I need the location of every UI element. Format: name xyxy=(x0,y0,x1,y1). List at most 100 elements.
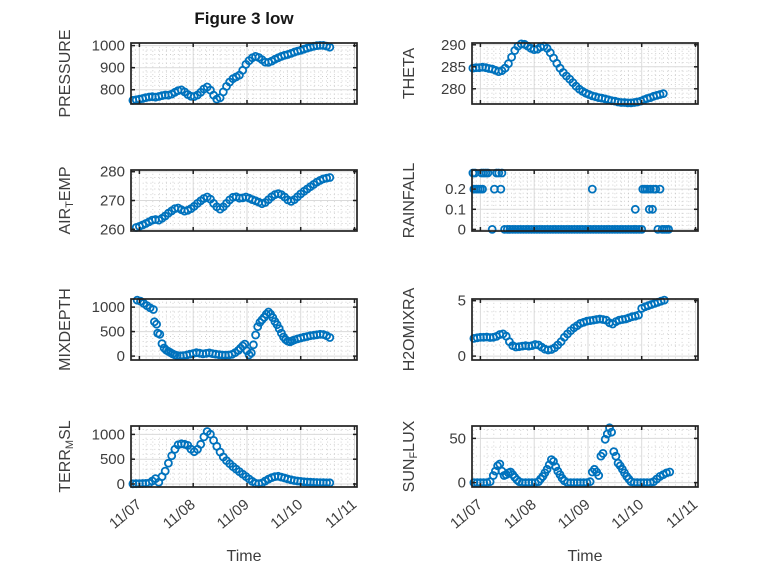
data-point-marker xyxy=(621,224,630,234)
subplot-mixdepth: 0 500 1000 MIXDEPTH xyxy=(57,288,358,371)
plot-box xyxy=(471,169,699,232)
data-point-marker xyxy=(503,59,513,69)
data-point-marker xyxy=(246,348,256,358)
data-point-marker xyxy=(591,224,601,234)
y-tick-label: 0.2 xyxy=(445,181,466,198)
subplot-airtemp: 260 270 280 AIRTEMP xyxy=(57,164,358,238)
data-point-marker xyxy=(547,455,556,465)
data-point-marker xyxy=(510,224,520,234)
data-point-marker xyxy=(655,184,665,194)
data-point-marker xyxy=(540,224,550,234)
data-point-marker xyxy=(618,224,628,234)
data-point-marker xyxy=(634,310,643,320)
data-point-marker xyxy=(155,329,165,339)
grid xyxy=(472,170,698,231)
data-point-marker xyxy=(632,224,641,234)
subplot-rainfall: 0 0.1 0.2 RAINFALL xyxy=(401,163,699,239)
data-point-marker xyxy=(527,224,536,234)
y-axis-label: TERRMSL xyxy=(57,420,76,492)
data-point-marker xyxy=(629,224,639,234)
y-tick-label: 280 xyxy=(441,81,466,98)
y-axis-label: MIXDEPTH xyxy=(57,288,74,371)
data-point-marker xyxy=(562,224,571,234)
y-tick-label: 0 xyxy=(458,221,466,238)
y-tick-label: 50 xyxy=(449,430,466,447)
data-point-marker xyxy=(542,464,552,474)
subplot-terrmsl: 0 500 1000 TERRMSL 11/07 11/08 11/09 11/10 11/11… xyxy=(57,420,360,565)
y-axis-label: THETA xyxy=(401,48,418,100)
data-point-marker xyxy=(658,89,668,98)
y-tick-label: 1000 xyxy=(92,38,125,55)
data-point-marker xyxy=(487,224,497,234)
subplot-theta: 280 285 290 THETA xyxy=(401,37,699,108)
data-point-marker xyxy=(548,224,558,234)
data-point-marker xyxy=(244,350,254,360)
y-tick-label: 0 xyxy=(458,475,466,492)
data-point-marker xyxy=(532,224,542,234)
data-point-marker xyxy=(253,322,263,332)
data-point-marker xyxy=(637,224,647,234)
data-point-marker xyxy=(478,184,487,194)
data-point-marker xyxy=(644,204,654,214)
data-point-marker xyxy=(238,341,248,351)
data-point-marker xyxy=(500,224,510,234)
data-point-marker xyxy=(594,471,604,480)
x-tick-label: 11/10 xyxy=(267,496,306,532)
data-point-marker xyxy=(529,224,539,234)
data-point-marker xyxy=(605,423,614,433)
y-axis-label: SUNFLUX xyxy=(401,420,420,492)
data-point-marker xyxy=(554,224,563,234)
data-points xyxy=(128,41,335,105)
data-point-marker xyxy=(613,224,622,234)
data-points xyxy=(132,295,335,361)
x-tick-label: 11/11 xyxy=(322,496,360,532)
data-point-marker xyxy=(261,309,271,319)
y-tick-label: 800 xyxy=(100,82,125,99)
data-point-marker xyxy=(567,224,577,234)
x-tick-label: 11/11 xyxy=(663,496,701,532)
data-points xyxy=(469,423,675,488)
x-tick-label: 11/10 xyxy=(608,496,647,532)
y-axis-label: RAINFALL xyxy=(401,163,418,239)
data-point-marker xyxy=(664,224,673,234)
x-tick-label: 11/07 xyxy=(447,496,486,532)
y-tick-label: 0 xyxy=(117,476,125,493)
y-axis-label: PRESSURE xyxy=(57,29,74,117)
data-points xyxy=(468,39,668,108)
subplot-sunflux: 0 50 SUNFLUX 11/07 11/08 11/09 11/10 11/11 Time xyxy=(401,420,701,565)
data-point-marker xyxy=(605,224,614,234)
data-point-marker xyxy=(196,439,206,449)
data-point-marker xyxy=(507,52,517,62)
y-tick-label: 1000 xyxy=(92,426,125,443)
subplot-h2omixra: 0 5 H2OMIXRA xyxy=(401,287,699,371)
data-point-marker xyxy=(264,307,273,317)
data-point-marker xyxy=(513,224,523,234)
plot-box xyxy=(471,425,699,488)
y-tick-label: 260 xyxy=(100,221,125,238)
data-point-marker xyxy=(598,448,608,458)
data-point-marker xyxy=(651,184,661,194)
data-points xyxy=(468,168,673,234)
data-point-marker xyxy=(551,224,561,234)
data-point-marker xyxy=(599,224,609,234)
data-point-marker xyxy=(580,224,590,234)
y-tick-label: 0 xyxy=(458,348,466,365)
plot-box xyxy=(471,42,699,105)
data-point-marker xyxy=(609,447,619,457)
data-point-marker xyxy=(163,458,173,468)
y-tick-label: 285 xyxy=(441,59,466,76)
y-tick-label: 1000 xyxy=(92,299,125,316)
data-point-marker xyxy=(519,224,528,234)
y-tick-label: 500 xyxy=(100,324,125,341)
x-tick-label: 11/07 xyxy=(106,496,145,532)
data-point-marker xyxy=(607,427,616,437)
data-point-marker xyxy=(152,319,162,329)
x-axis-label: Time xyxy=(227,548,262,565)
x-tick-label: 11/08 xyxy=(160,496,199,532)
data-points xyxy=(469,295,669,355)
data-point-marker xyxy=(325,173,335,182)
data-point-marker xyxy=(572,224,582,234)
data-point-marker xyxy=(545,224,555,234)
